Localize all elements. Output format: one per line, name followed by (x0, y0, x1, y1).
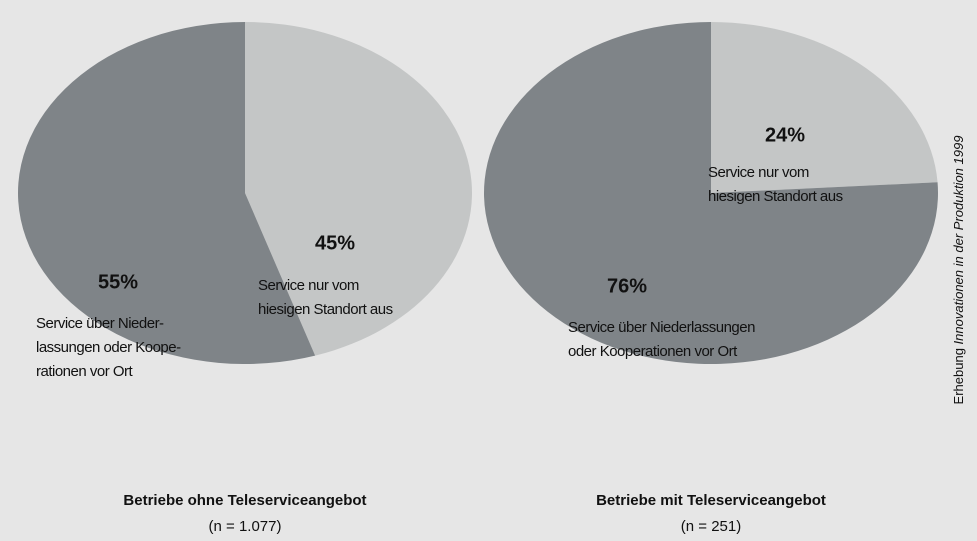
category-label: Service nur vom hiesigen Standort aus (258, 277, 393, 318)
category-label: Service über Niederlassungen oder Koopera… (568, 319, 755, 360)
value-label: 76% (607, 275, 647, 297)
value-label: 24% (765, 124, 805, 146)
chart-subtitle: (n = 251) (681, 518, 741, 535)
category-label: Service nur vom hiesigen Standort aus (708, 164, 843, 205)
chart-subtitle: (n = 1.077) (209, 518, 282, 535)
pie-slice (483, 22, 938, 364)
chart-title: Betriebe ohne Teleserviceangebot (123, 492, 366, 509)
value-label: 45% (315, 232, 355, 254)
pie-slice (18, 22, 316, 364)
source-title: Innovationen in der Produktion 1999 (951, 136, 966, 345)
pie-slice (245, 22, 473, 356)
source-prefix: Erhebung (951, 348, 966, 404)
pie-slice (711, 22, 938, 193)
category-label: Service über Nieder-lassungen oder Koope… (36, 315, 181, 380)
value-label: 55% (98, 271, 138, 293)
source-note: Erhebung Innovationen in der Produktion … (951, 136, 966, 405)
chart-title: Betriebe mit Teleserviceangebot (596, 492, 826, 509)
